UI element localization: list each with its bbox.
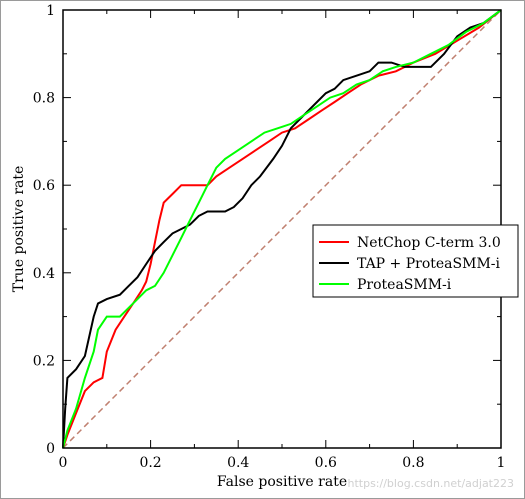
axis-tick-labels: 0 0.2 0.4 0.6 0.8 1 0 0.2 0.4 0.6 0.8 1 — [33, 3, 506, 471]
x-tick-label: 0.2 — [139, 455, 161, 471]
y-tick-label: 0.2 — [33, 353, 55, 369]
series-line-2 — [62, 9, 502, 449]
series-line-3 — [62, 9, 502, 449]
x-tick-label: 0.4 — [227, 455, 249, 471]
y-tick-label: 0.6 — [33, 178, 55, 194]
x-tick-label: 1 — [497, 455, 506, 471]
y-tick-label: 0.8 — [33, 91, 55, 107]
axis-ticks — [62, 9, 502, 449]
y-tick-label: 0 — [46, 441, 55, 457]
diagonal-reference-line — [62, 9, 502, 449]
x-axis-title: False positive rate — [217, 474, 347, 490]
legend-label: NetChop C-term 3.0 — [357, 235, 501, 251]
x-tick-label: 0.6 — [315, 455, 337, 471]
x-tick-label: 0 — [59, 455, 68, 471]
legend-label: ProteaSMM-i — [357, 277, 452, 293]
series-group — [62, 9, 502, 449]
x-tick-label: 0.8 — [402, 455, 424, 471]
y-axis-title: True positive rate — [11, 166, 27, 293]
y-tick-label: 0.4 — [33, 266, 55, 282]
y-tick-label: 1 — [46, 3, 55, 19]
legend: NetChop C-term 3.0 TAP + ProteaSMM-i Prote… — [312, 224, 519, 298]
legend-label: TAP + ProteaSMM-i — [357, 256, 501, 272]
watermark: https://blog.csdn.net/adjat223 — [348, 477, 515, 490]
